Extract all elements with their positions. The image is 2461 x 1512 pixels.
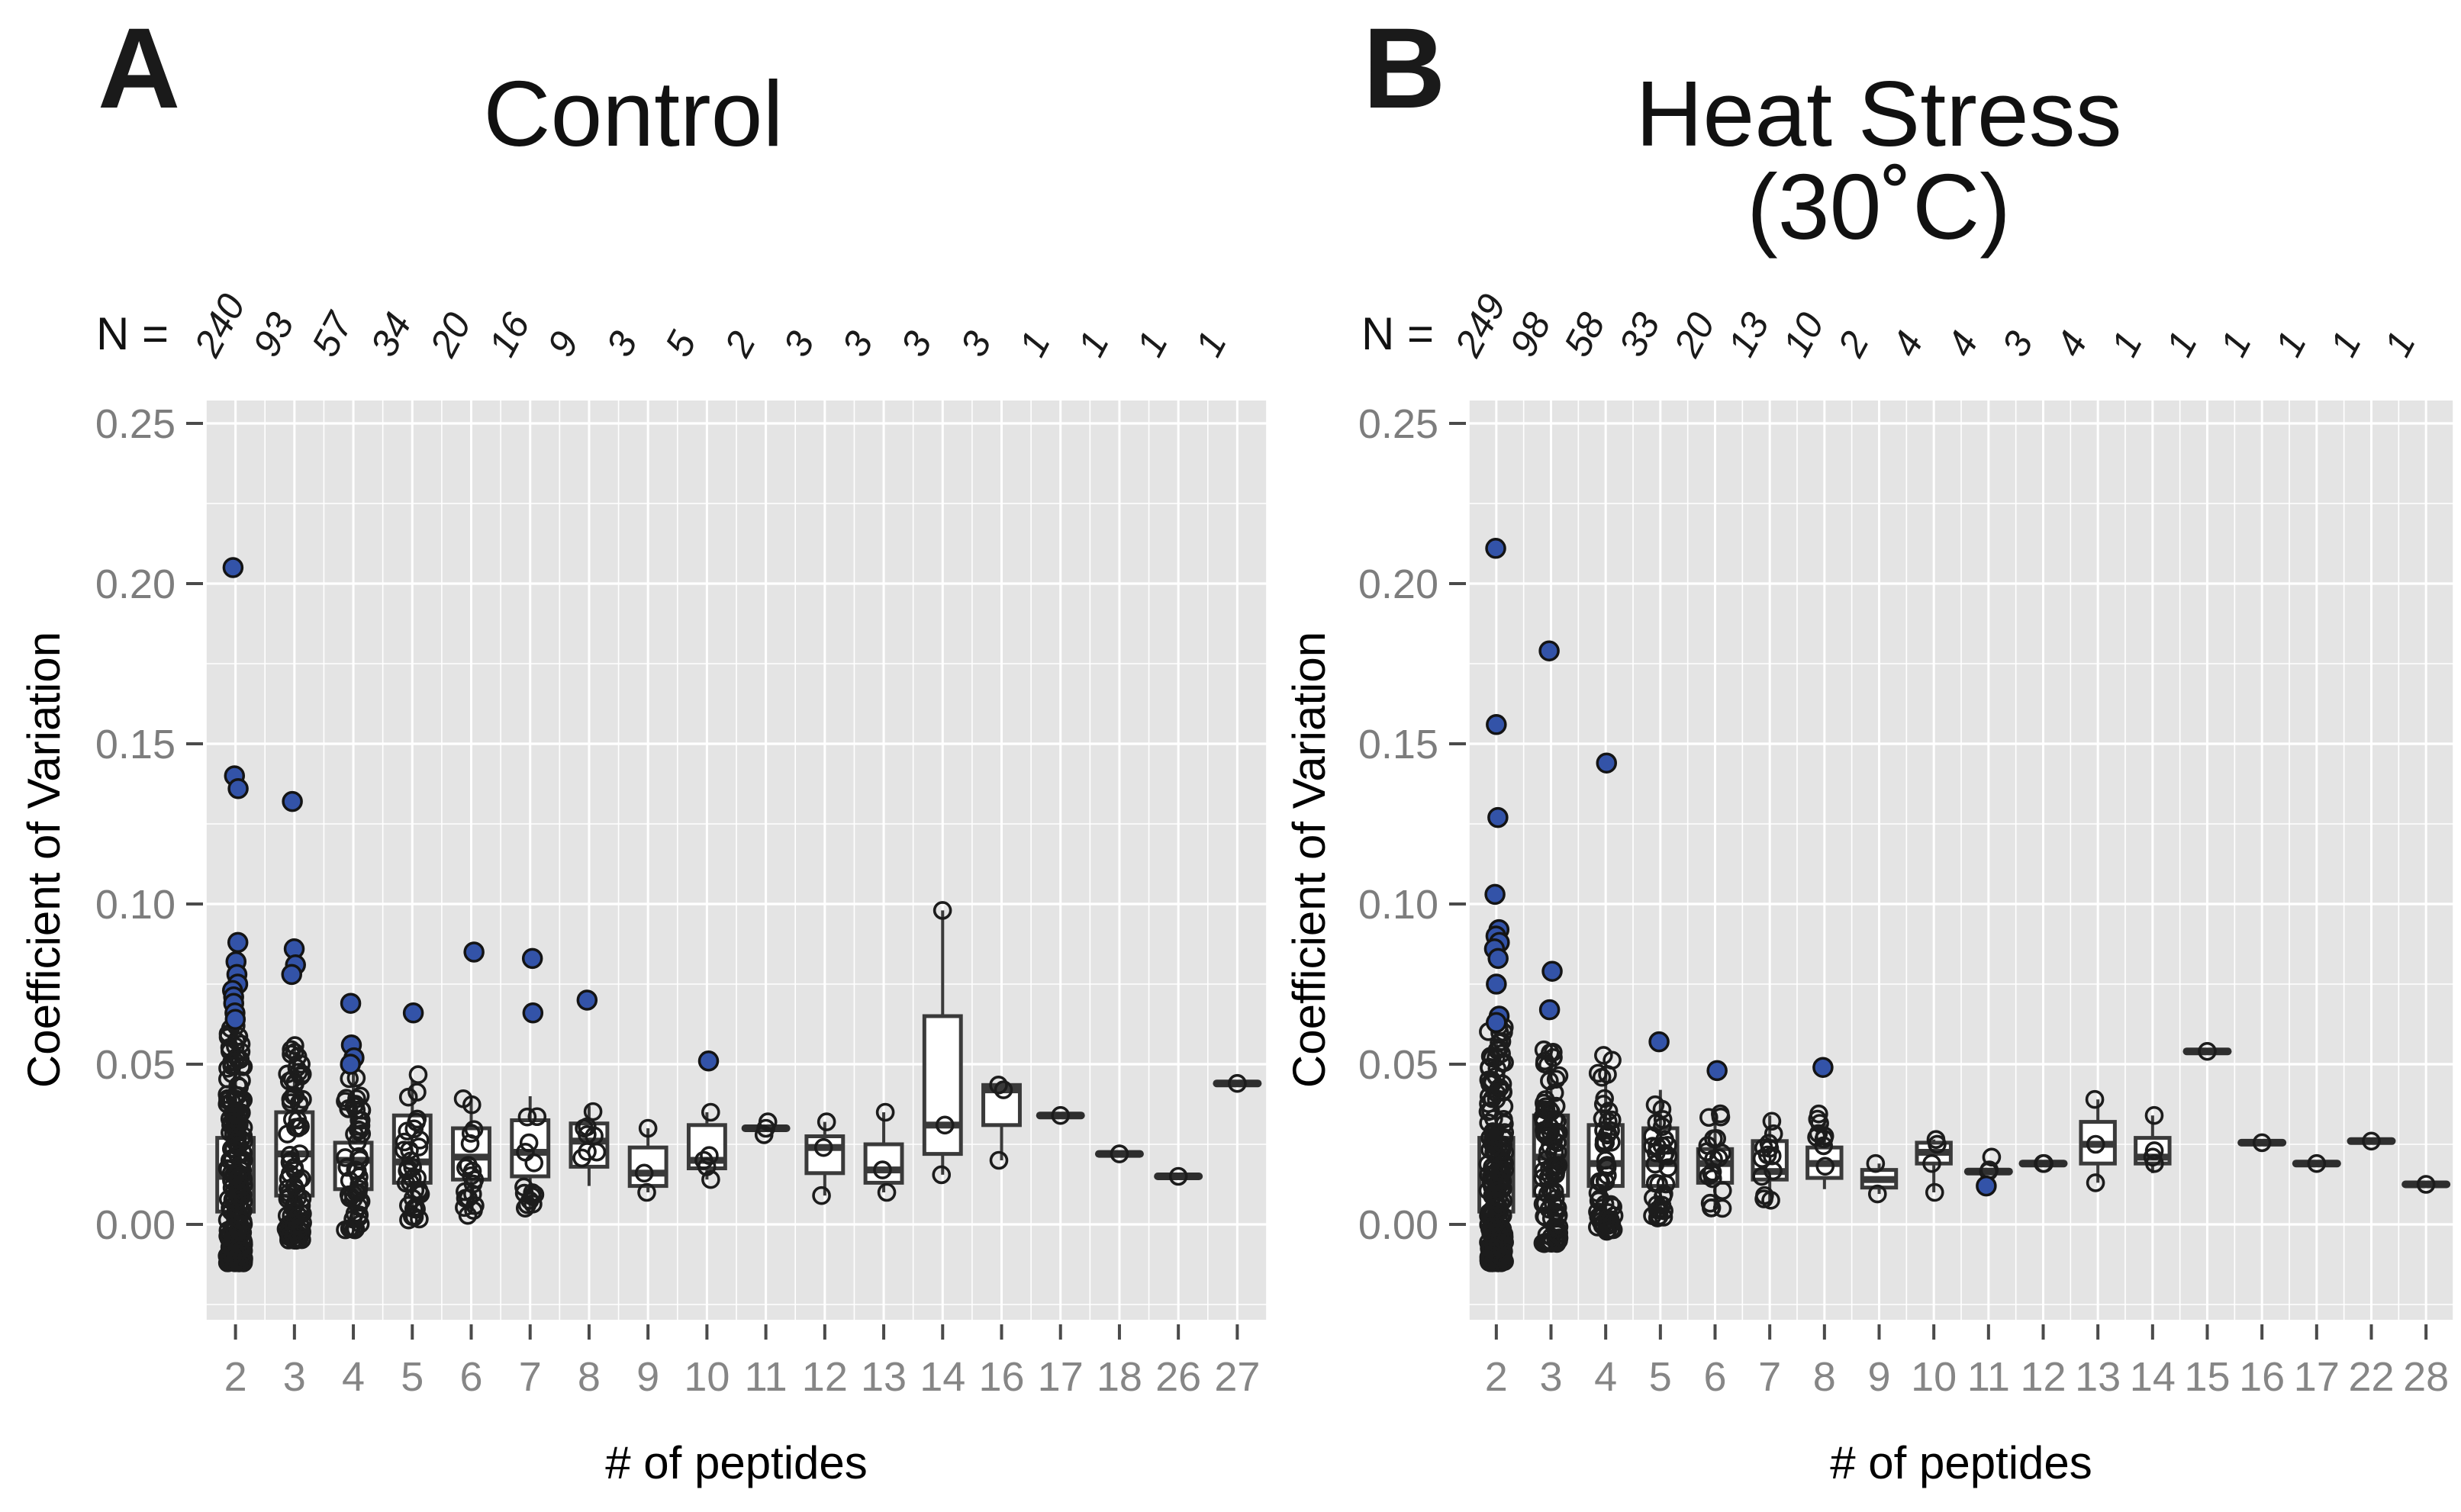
x-tick-label-peptides-14: 14 (2129, 1354, 2176, 1400)
y-tick-label-0.05: 0.05 (95, 1042, 176, 1088)
x-tick-label-peptides-6: 6 (1703, 1354, 1727, 1400)
x-tick-label-peptides-16: 16 (2239, 1354, 2285, 1400)
panel-a-x-axis-title: # of peptides (605, 1437, 868, 1488)
y-tick-label-0.10: 0.10 (95, 882, 176, 928)
x-tick-label-peptides-18: 18 (1096, 1354, 1142, 1400)
x-tick-label-peptides-27: 27 (1214, 1354, 1261, 1400)
panel-a-title: Control (483, 62, 784, 166)
x-tick-label-peptides-28: 28 (2403, 1354, 2450, 1400)
x-tick-label-peptides-2: 2 (224, 1354, 247, 1400)
panel-b-x-axis-title: # of peptides (1830, 1437, 2092, 1488)
x-tick-label-peptides-11: 11 (744, 1354, 788, 1400)
x-tick-label-peptides-16: 16 (978, 1354, 1025, 1400)
x-tick-label-peptides-5: 5 (1648, 1354, 1672, 1400)
y-tick-label-0.15: 0.15 (95, 722, 176, 767)
panel-b-title: Heat Stress (30˚C) (1635, 62, 2122, 259)
x-tick-label-peptides-5: 5 (401, 1354, 424, 1400)
y-tick-label-0.00: 0.00 (1358, 1202, 1438, 1248)
panel-b-letter: B (1363, 4, 1446, 132)
x-tick-label-peptides-6: 6 (459, 1354, 483, 1400)
x-tick-label-peptides-9: 9 (636, 1354, 660, 1400)
x-tick-label-peptides-3: 3 (1539, 1354, 1563, 1400)
y-tick-label-0.00: 0.00 (95, 1202, 176, 1248)
x-tick-label-peptides-3: 3 (282, 1354, 306, 1400)
x-tick-label-peptides-17: 17 (1037, 1354, 1084, 1400)
y-tick-label-0.20: 0.20 (1358, 561, 1438, 607)
x-tick-label-peptides-10: 10 (684, 1354, 730, 1400)
x-tick-label-peptides-11: 11 (1967, 1354, 2010, 1400)
x-tick-label-peptides-8: 8 (1812, 1354, 1836, 1400)
y-tick-label-0.20: 0.20 (95, 561, 176, 607)
y-tick-label-0.25: 0.25 (95, 401, 176, 447)
x-tick-label-peptides-4: 4 (342, 1354, 366, 1400)
panel-a-y-axis-title: Coefficient of Variation (18, 631, 69, 1089)
x-tick-label-peptides-12: 12 (2020, 1354, 2066, 1400)
y-tick-label-0.05: 0.05 (1358, 1042, 1438, 1088)
x-tick-label-peptides-4: 4 (1594, 1354, 1618, 1400)
x-tick-label-peptides-7: 7 (1758, 1354, 1782, 1400)
x-tick-label-peptides-7: 7 (518, 1354, 542, 1400)
x-tick-label-peptides-22: 22 (2348, 1354, 2395, 1400)
x-tick-label-peptides-10: 10 (1911, 1354, 1957, 1400)
x-tick-label-peptides-17: 17 (2293, 1354, 2340, 1400)
x-tick-label-peptides-26: 26 (1155, 1354, 1202, 1400)
y-tick-label-0.25: 0.25 (1358, 401, 1438, 447)
x-tick-label-peptides-2: 2 (1484, 1354, 1508, 1400)
panel-a-letter: A (98, 4, 181, 132)
x-tick-label-peptides-13: 13 (861, 1354, 907, 1400)
x-tick-label-peptides-12: 12 (801, 1354, 848, 1400)
panel-b-n-equals-label: N = (1361, 308, 1435, 359)
panel-b-y-axis-title: Coefficient of Variation (1284, 631, 1335, 1089)
x-tick-label-peptides-9: 9 (1867, 1354, 1891, 1400)
x-tick-label-peptides-8: 8 (577, 1354, 601, 1400)
y-tick-label-0.15: 0.15 (1358, 722, 1438, 767)
x-tick-label-peptides-14: 14 (920, 1354, 966, 1400)
y-tick-label-0.10: 0.10 (1358, 882, 1438, 928)
x-tick-label-peptides-15: 15 (2184, 1354, 2231, 1400)
panel-a-n-equals-label: N = (96, 308, 169, 359)
x-tick-label-peptides-13: 13 (2075, 1354, 2121, 1400)
